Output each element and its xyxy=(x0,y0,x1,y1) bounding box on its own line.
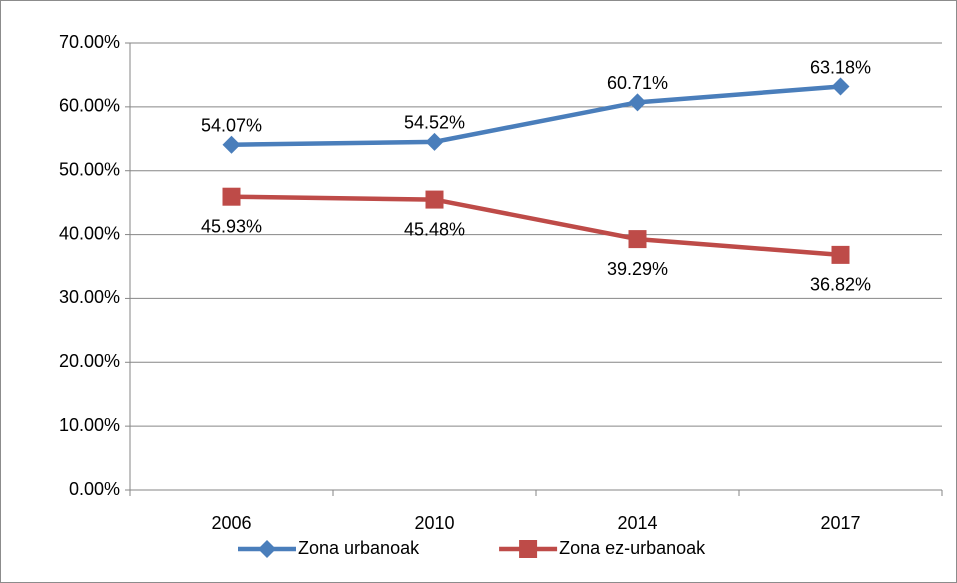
y-tick-label: 10.00% xyxy=(59,415,120,435)
marker xyxy=(258,540,276,558)
marker xyxy=(628,93,647,112)
y-tick-label: 30.00% xyxy=(59,287,120,307)
data-label: 45.93% xyxy=(201,216,262,236)
y-tick-label: 50.00% xyxy=(59,159,120,179)
y-tick-label: 20.00% xyxy=(59,351,120,371)
legend-label: Zona urbanoak xyxy=(298,538,420,558)
data-label: 54.07% xyxy=(201,115,262,135)
legend-label: Zona ez-urbanoak xyxy=(559,538,706,558)
marker xyxy=(831,245,850,264)
data-label: 60.71% xyxy=(607,73,668,93)
data-label: 39.29% xyxy=(607,259,668,279)
marker xyxy=(222,135,241,154)
x-tick-label: 2014 xyxy=(617,513,657,533)
marker xyxy=(831,77,850,96)
y-tick-label: 40.00% xyxy=(59,223,120,243)
marker xyxy=(425,132,444,151)
marker xyxy=(425,190,444,209)
data-label: 63.18% xyxy=(810,57,871,77)
marker xyxy=(519,540,538,558)
marker xyxy=(222,187,241,206)
y-tick-label: 0.00% xyxy=(69,479,120,499)
data-label: 36.82% xyxy=(810,275,871,295)
data-label: 45.48% xyxy=(404,219,465,239)
data-label: 54.52% xyxy=(404,113,465,133)
x-tick-label: 2017 xyxy=(820,513,860,533)
y-tick-label: 60.00% xyxy=(59,96,120,116)
y-tick-label: 70.00% xyxy=(59,32,120,52)
marker xyxy=(628,230,647,249)
x-tick-label: 2006 xyxy=(211,513,251,533)
series-line xyxy=(231,84,841,147)
x-tick-label: 2010 xyxy=(414,513,454,533)
series-line xyxy=(231,194,841,258)
